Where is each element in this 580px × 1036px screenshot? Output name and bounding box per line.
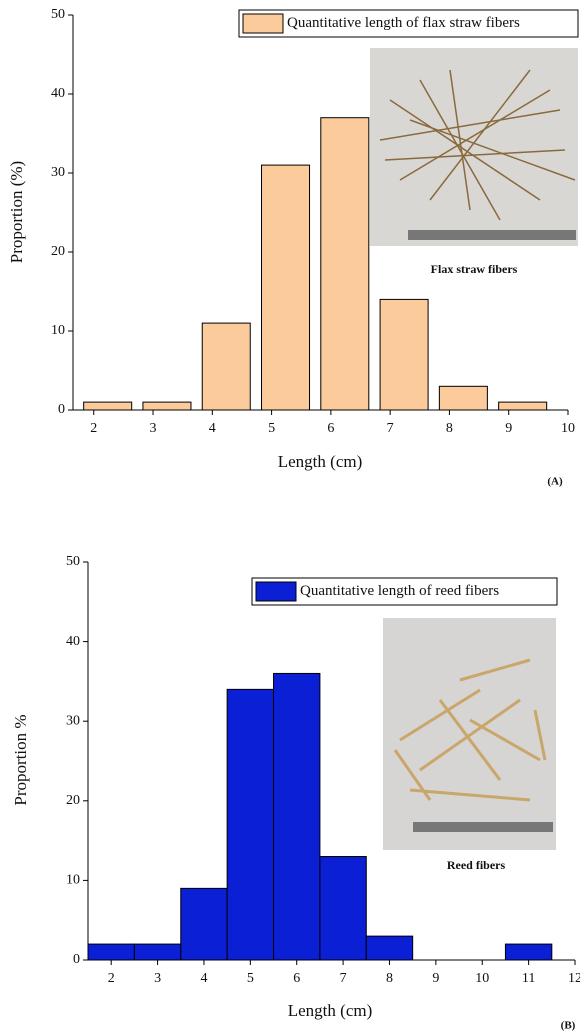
bar (226, 688, 275, 961)
bar (365, 935, 414, 961)
y-tick-label: 30 (66, 713, 80, 728)
y-tick-label: 50 (66, 554, 80, 569)
bar (438, 385, 488, 411)
panel-label: (B) (561, 1020, 576, 1032)
bar (133, 943, 182, 961)
y-tick-label: 30 (51, 165, 65, 180)
bar (261, 164, 311, 411)
bar (379, 298, 429, 411)
y-tick-label: 0 (73, 952, 80, 967)
bar (142, 401, 192, 411)
bar (273, 672, 321, 961)
photo-reed (383, 618, 556, 850)
y-tick-label: 50 (51, 7, 65, 22)
bar (87, 943, 135, 961)
x-tick-label: 5 (247, 971, 254, 986)
x-tick-label: 2 (108, 971, 115, 986)
y-tick-label: 40 (66, 634, 80, 649)
x-tick-label: 9 (432, 971, 439, 986)
panel-label: (A) (547, 476, 563, 488)
x-tick-label: 2 (90, 421, 97, 436)
y-tick-label: 0 (58, 402, 65, 417)
photo-caption: Reed fibers (447, 858, 506, 872)
x-axis-label: Length (cm) (288, 1001, 373, 1020)
bar (201, 322, 251, 411)
bar (320, 117, 370, 411)
x-tick-label: 8 (446, 421, 453, 436)
x-tick-label: 9 (505, 421, 512, 436)
x-tick-label: 7 (387, 421, 394, 436)
legend-box (238, 9, 579, 38)
x-tick-label: 3 (154, 971, 161, 986)
photo-caption: Flax straw fibers (431, 262, 518, 276)
bar (498, 401, 548, 411)
legend-swatch (242, 13, 284, 34)
y-axis-label: Proportion % (11, 714, 30, 805)
x-tick-label: 4 (209, 421, 216, 436)
x-tick-label: 4 (200, 971, 207, 986)
legend-label: Quantitative length of reed fibers (300, 583, 499, 599)
legend-box (251, 577, 558, 606)
x-tick-label: 8 (386, 971, 393, 986)
bar (319, 856, 367, 961)
x-tick-label: 11 (522, 971, 535, 986)
bar (83, 401, 133, 411)
x-tick-label: 10 (561, 421, 575, 436)
x-tick-label: 10 (475, 971, 489, 986)
y-tick-label: 40 (51, 86, 65, 101)
x-tick-label: 3 (150, 421, 157, 436)
photo-flax (370, 48, 578, 246)
bar (180, 887, 228, 961)
legend-swatch (255, 581, 297, 602)
bar (504, 943, 553, 961)
legend-label: Quantitative length of flax straw fibers (287, 15, 520, 31)
x-tick-label: 5 (268, 421, 275, 436)
y-tick-label: 10 (66, 873, 80, 888)
y-tick-label: 20 (51, 244, 65, 259)
x-tick-label: 6 (293, 971, 300, 986)
y-tick-label: 20 (66, 793, 80, 808)
x-tick-label: 7 (340, 971, 347, 986)
x-tick-label: 6 (327, 421, 334, 436)
x-tick-label: 12 (568, 971, 580, 986)
y-axis-label: Proportion (%) (7, 161, 26, 263)
y-tick-label: 10 (51, 323, 65, 338)
x-axis-label: Length (cm) (278, 452, 363, 471)
